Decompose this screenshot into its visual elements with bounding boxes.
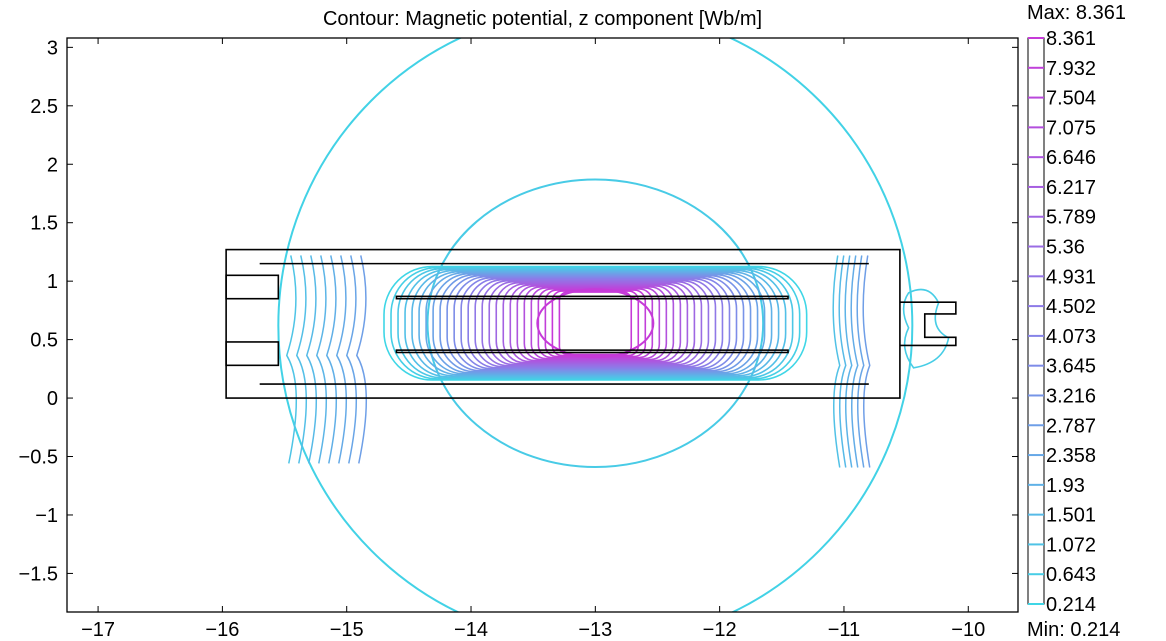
contour-loop	[509, 284, 682, 363]
contour-loop	[551, 290, 640, 357]
magnet-housing	[225, 248, 901, 399]
contour-peak	[536, 288, 655, 359]
contour-left-side	[305, 255, 318, 464]
contour-right-side	[838, 255, 847, 468]
contour-right-side	[832, 255, 841, 468]
contour-left-side	[345, 255, 358, 464]
contour-left-side	[325, 255, 338, 464]
contour-right-side	[850, 255, 859, 468]
colorbar-level-label: 6.217	[1046, 177, 1096, 199]
contour-loop	[488, 281, 703, 366]
contour-loop	[481, 280, 710, 367]
contour-loop	[523, 286, 668, 361]
magnet-geometry	[225, 248, 957, 399]
y-tick-label: −0.5	[19, 447, 58, 469]
colorbar-level-label: 6.646	[1046, 147, 1096, 169]
contour-left-side	[315, 255, 328, 464]
contour-right-side	[856, 255, 865, 468]
colorbar-frame	[1027, 37, 1045, 605]
contour-loop	[544, 289, 647, 358]
contour-loop	[411, 269, 780, 377]
contour-loop	[425, 271, 766, 375]
contour-loop	[460, 276, 731, 370]
contour-loop	[502, 283, 689, 364]
contour-loop	[516, 285, 675, 362]
colorbar-min-label: Min: 0.214	[1027, 619, 1120, 641]
colorbar-level-label: 2.787	[1046, 415, 1096, 437]
y-tick-label: 0.5	[30, 330, 58, 352]
y-tick-label: −1.5	[19, 563, 58, 585]
y-tick-label: 2	[47, 154, 58, 176]
contour-loop	[530, 287, 661, 360]
contour-loop	[495, 282, 696, 365]
contour-loop	[404, 268, 787, 378]
contour-outer-ring	[277, 38, 914, 612]
contour-left-side	[355, 255, 368, 464]
x-tick-label: −17	[81, 619, 115, 641]
y-tick-label: 1.5	[30, 213, 58, 235]
x-tick-label: −12	[703, 619, 737, 641]
contour-left-side	[285, 255, 298, 464]
x-tick-label: −13	[578, 619, 612, 641]
y-tick-label: 1	[47, 271, 58, 293]
colorbar-level-label: 4.931	[1046, 266, 1096, 288]
contour-loop	[383, 265, 808, 381]
colorbar-level-label: 1.501	[1046, 505, 1096, 527]
x-tick-label: −11	[828, 619, 860, 641]
colorbar-level-label: 0.643	[1046, 564, 1096, 586]
contour-right-side	[862, 255, 871, 468]
contour-lines	[277, 38, 950, 612]
contour-loop	[397, 267, 794, 379]
y-tick-label: 3	[47, 37, 58, 59]
contour-left-side	[295, 255, 308, 464]
x-axis: −17 −16 −15 −14 −13 −12 −11 −10	[81, 38, 985, 641]
contour-terminal	[902, 288, 950, 369]
colorbar-level-label: 0.214	[1046, 594, 1096, 616]
x-tick-label: −16	[205, 619, 239, 641]
x-tick-label: −10	[951, 619, 985, 641]
x-tick-label: −14	[454, 619, 488, 641]
magnet-terminal	[899, 301, 957, 347]
contour-loop	[439, 273, 752, 373]
colorbar: 8.361 7.932 7.504 7.075 6.646 6.217 5.789 5.36 4…	[1027, 2, 1126, 641]
magnet-left-block	[225, 274, 280, 300]
contour-loop	[390, 266, 801, 380]
colorbar-level-label: 7.932	[1046, 58, 1096, 80]
colorbar-level-label: 5.789	[1046, 207, 1096, 229]
colorbar-level-label: 1.93	[1046, 475, 1085, 497]
magnet-left-block	[225, 341, 280, 367]
colorbar-level-label: 3.216	[1046, 385, 1096, 407]
colorbar-level-label: 2.358	[1046, 445, 1096, 467]
contour-loop	[467, 277, 724, 369]
contour-loop	[432, 272, 759, 374]
colorbar-level-label: 5.36	[1046, 237, 1085, 259]
y-tick-label: −1	[35, 505, 58, 527]
chart-title: Contour: Magnetic potential, z component…	[323, 8, 762, 30]
colorbar-level-label: 8.361	[1046, 28, 1096, 50]
plot-frame	[66, 37, 1019, 613]
colorbar-level-label: 7.075	[1046, 117, 1096, 139]
contour-left-side	[335, 255, 348, 464]
contour-right-side	[844, 255, 853, 468]
contour-loop	[446, 274, 745, 372]
contour-loop	[453, 275, 738, 371]
magnet-bar	[395, 349, 789, 354]
colorbar-level-label: 7.504	[1046, 88, 1096, 110]
y-tick-label: 0	[47, 388, 58, 410]
contour-inner-ring	[426, 178, 765, 469]
magnet-bar	[395, 295, 789, 300]
x-tick-label: −15	[330, 619, 364, 641]
colorbar-level-label: 4.073	[1046, 326, 1096, 348]
plot-area	[66, 37, 1019, 613]
contour-loop	[558, 291, 633, 356]
colorbar-level-label: 1.072	[1046, 534, 1096, 556]
colorbar-level-label: 4.502	[1046, 296, 1096, 318]
colorbar-max-label: Max: 8.361	[1027, 2, 1126, 24]
colorbar-level-label: 3.645	[1046, 356, 1096, 378]
contour-loop	[474, 279, 717, 368]
contour-loop	[418, 270, 773, 376]
y-axis: −1.5 −1 −0.5 0 0.5 1 1.5 2 2.5 3	[19, 37, 1018, 585]
y-tick-label: 2.5	[30, 96, 58, 118]
